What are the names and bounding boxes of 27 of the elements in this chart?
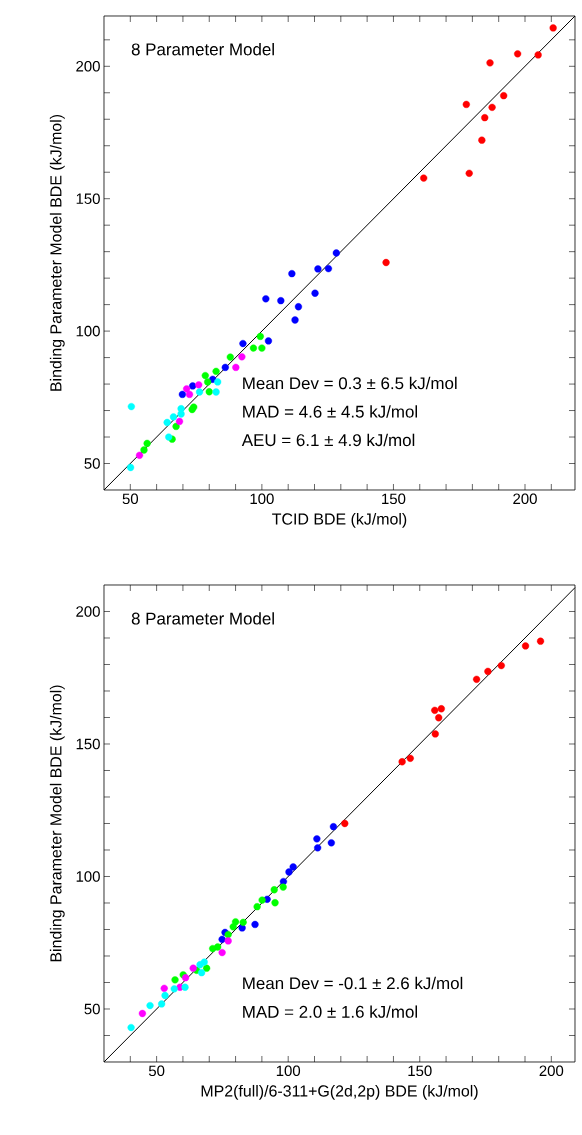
x-axis-title: MP2(full)/6-311+G(2d,2p) BDE (kJ/mol) [201,1084,478,1100]
annotation: 8 Parameter Model [131,42,274,56]
x-tick-label: 50 [148,1065,165,1077]
y-tick-label: 100 [76,871,100,882]
y-tick-label: 100 [76,325,100,337]
x-tick-label: 200 [539,1065,564,1077]
x-tick-label: 100 [250,493,274,505]
x-tick-label: 50 [122,493,139,505]
x-tick-label: 150 [408,1065,432,1077]
y-tick-label: 200 [76,606,100,617]
y-tick-label: 50 [84,458,100,469]
x-tick-label: 200 [513,493,537,505]
y-tick-label: 200 [76,61,100,72]
y-axis-title: Binding Parameter Model BDE (kJ/mol) [49,114,65,391]
y-axis-title: Binding Parameter Model BDE (kJ/mol) [49,685,65,962]
annotation: Mean Dev = -0.1 ± 2.6 kJ/mol [243,976,463,990]
x-axis-title: TCID BDE (kJ/mol) [272,512,407,528]
annotation: MAD = 4.6 ± 4.5 kJ/mol [243,405,418,418]
x-tick-label: 100 [276,1065,301,1077]
x-tick-label: 150 [382,493,406,505]
y-tick-label: 150 [76,193,100,204]
y-tick-label: 150 [76,738,100,750]
annotation: MAD = 2.0 ± 1.6 kJ/mol [243,1005,418,1018]
annotation: AEU = 6.1 ± 4.9 kJ/mol [241,433,415,447]
y-tick-label: 50 [84,1003,100,1015]
annotation: 8 Parameter Model [131,612,274,625]
annotation: Mean Dev = 0.3 ± 6.5 kJ/mol [243,376,457,390]
